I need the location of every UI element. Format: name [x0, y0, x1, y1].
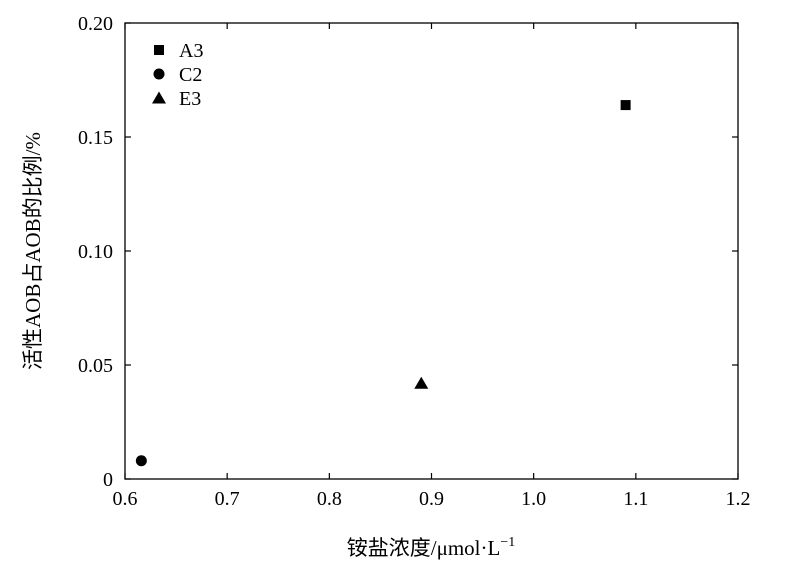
x-tick-label: 0.9: [419, 488, 444, 510]
legend-marker-e3: [152, 91, 166, 104]
legend-label-e3: E3: [179, 88, 201, 110]
x-tick-label: 0.7: [215, 488, 240, 510]
y-tick-label: 0.15: [78, 127, 113, 149]
x-tick-label: 0.6: [113, 488, 138, 510]
axis-ticks: 0.6 0.7 0.8 0.9 1.0 1.1 1.2 0 0.05 0.10 0.15 0.20: [78, 13, 751, 510]
x-tick-label: 1.1: [623, 488, 648, 510]
x-axis-title-superscript: −1: [500, 535, 515, 550]
y-tick-label: 0.10: [78, 241, 113, 263]
y-axis-title: 活性AOB占AOB的比例/%: [21, 132, 45, 370]
x-tick-label: 1.0: [521, 488, 546, 510]
plot-frame: [124, 22, 739, 480]
data-markers: [135, 100, 631, 467]
x-axis-title-text: 铵盐浓度/μmol·L: [347, 536, 501, 560]
y-tick-label: 0.05: [78, 355, 113, 377]
legend-label-c2: C2: [179, 64, 202, 86]
y-tick-label: 0.20: [78, 13, 113, 35]
data-point-a3: [620, 100, 631, 111]
y-tick-label: 0: [103, 469, 113, 491]
legend-marker-c2: [153, 68, 165, 80]
x-axis-title: 铵盐浓度/μmol·L−1: [347, 535, 516, 560]
data-point-c2: [135, 455, 147, 467]
x-tick-label: 1.2: [726, 488, 751, 510]
x-tick-label: 0.8: [317, 488, 342, 510]
legend-label-a3: A3: [179, 40, 203, 62]
legend-marker-a3: [154, 45, 164, 55]
data-point-e3: [414, 376, 429, 389]
